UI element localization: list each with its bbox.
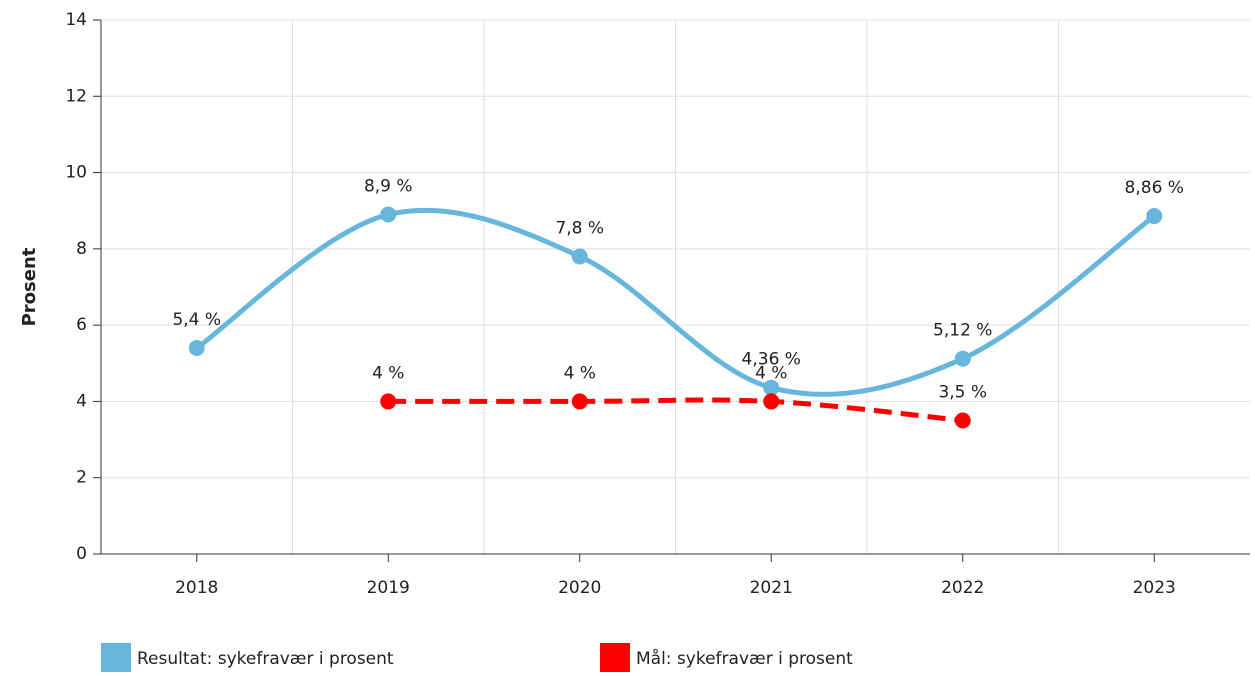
data-label: 5,4 % [172, 310, 221, 330]
x-tick-label: 2019 [367, 578, 410, 598]
data-label: 7,8 % [555, 218, 604, 238]
x-tick-label: 2022 [941, 578, 984, 598]
data-point [188, 340, 205, 357]
y-tick-label: 0 [76, 544, 87, 564]
x-tick-label: 2018 [175, 578, 218, 598]
data-label: 4 % [372, 363, 404, 383]
legend-label: Resultat: sykefravær i prosent [137, 649, 394, 669]
data-point [380, 393, 397, 410]
y-tick-label: 4 [76, 391, 87, 411]
y-tick-label: 2 [76, 468, 87, 488]
series-line [195, 207, 1156, 397]
data-point [954, 350, 971, 367]
data-point [954, 412, 971, 429]
y-axis-label: Prosent [19, 247, 40, 326]
x-tick-label: 2021 [750, 578, 793, 598]
data-label: 4,36 % [742, 350, 801, 370]
series-line [388, 397, 963, 423]
data-point [1146, 208, 1163, 225]
legend-swatch [600, 643, 630, 672]
y-tick-label: 6 [76, 315, 87, 335]
y-tick-label: 8 [76, 239, 87, 259]
y-tick-label: 10 [65, 163, 87, 183]
data-point [571, 393, 588, 410]
data-label: 8,9 % [364, 177, 413, 197]
data-label: 4 % [564, 363, 596, 383]
data-point [763, 379, 780, 396]
data-label: 4 % [755, 363, 787, 383]
y-tick-label: 14 [65, 10, 87, 30]
data-label: 8,86 % [1125, 178, 1184, 198]
data-point [763, 393, 780, 410]
data-point [571, 248, 588, 265]
x-tick-label: 2023 [1133, 578, 1176, 598]
x-tick-label: 2020 [558, 578, 601, 598]
legend-swatch [101, 643, 131, 672]
data-label: 5,12 % [933, 321, 992, 341]
data-point [380, 206, 397, 223]
data-label: 3,5 % [938, 383, 987, 403]
y-tick-label: 12 [65, 86, 87, 106]
legend-label: Mål: sykefravær i prosent [636, 648, 853, 669]
